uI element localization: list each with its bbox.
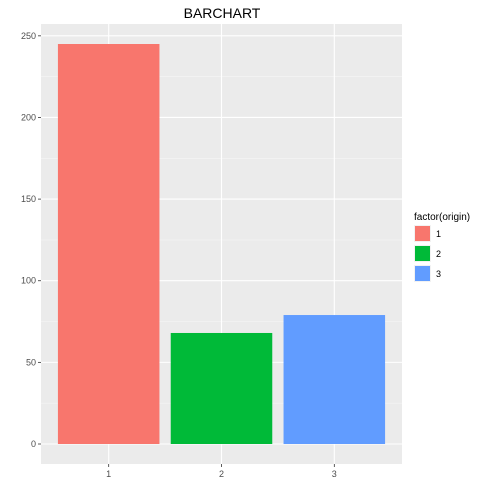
y-tick-label: 100 — [21, 276, 36, 286]
y-axis: 0 50 100 150 200 250 — [21, 31, 41, 449]
x-tick-label: 1 — [106, 469, 111, 479]
legend-label: 1 — [436, 229, 441, 239]
y-tick-label: 50 — [26, 357, 36, 367]
legend: factor(origin) 1 2 3 — [414, 212, 470, 282]
bar-3 — [283, 315, 386, 444]
y-tick-label: 0 — [31, 439, 36, 449]
legend-swatch-3 — [415, 266, 430, 281]
x-tick-label: 3 — [332, 469, 337, 479]
x-tick-label: 2 — [219, 469, 224, 479]
chart-title: BARCHART — [184, 5, 261, 21]
bars — [57, 44, 386, 444]
legend-label: 3 — [436, 269, 441, 279]
bar-1 — [57, 44, 160, 444]
legend-swatch-2 — [415, 246, 430, 261]
legend-title: factor(origin) — [414, 212, 470, 223]
y-tick-label: 250 — [21, 31, 36, 41]
legend-swatch-1 — [415, 226, 430, 241]
x-axis: 1 2 3 — [106, 464, 337, 479]
y-tick-label: 150 — [21, 194, 36, 204]
bar-2 — [170, 332, 273, 444]
legend-label: 2 — [436, 249, 441, 259]
y-tick-label: 200 — [21, 112, 36, 122]
